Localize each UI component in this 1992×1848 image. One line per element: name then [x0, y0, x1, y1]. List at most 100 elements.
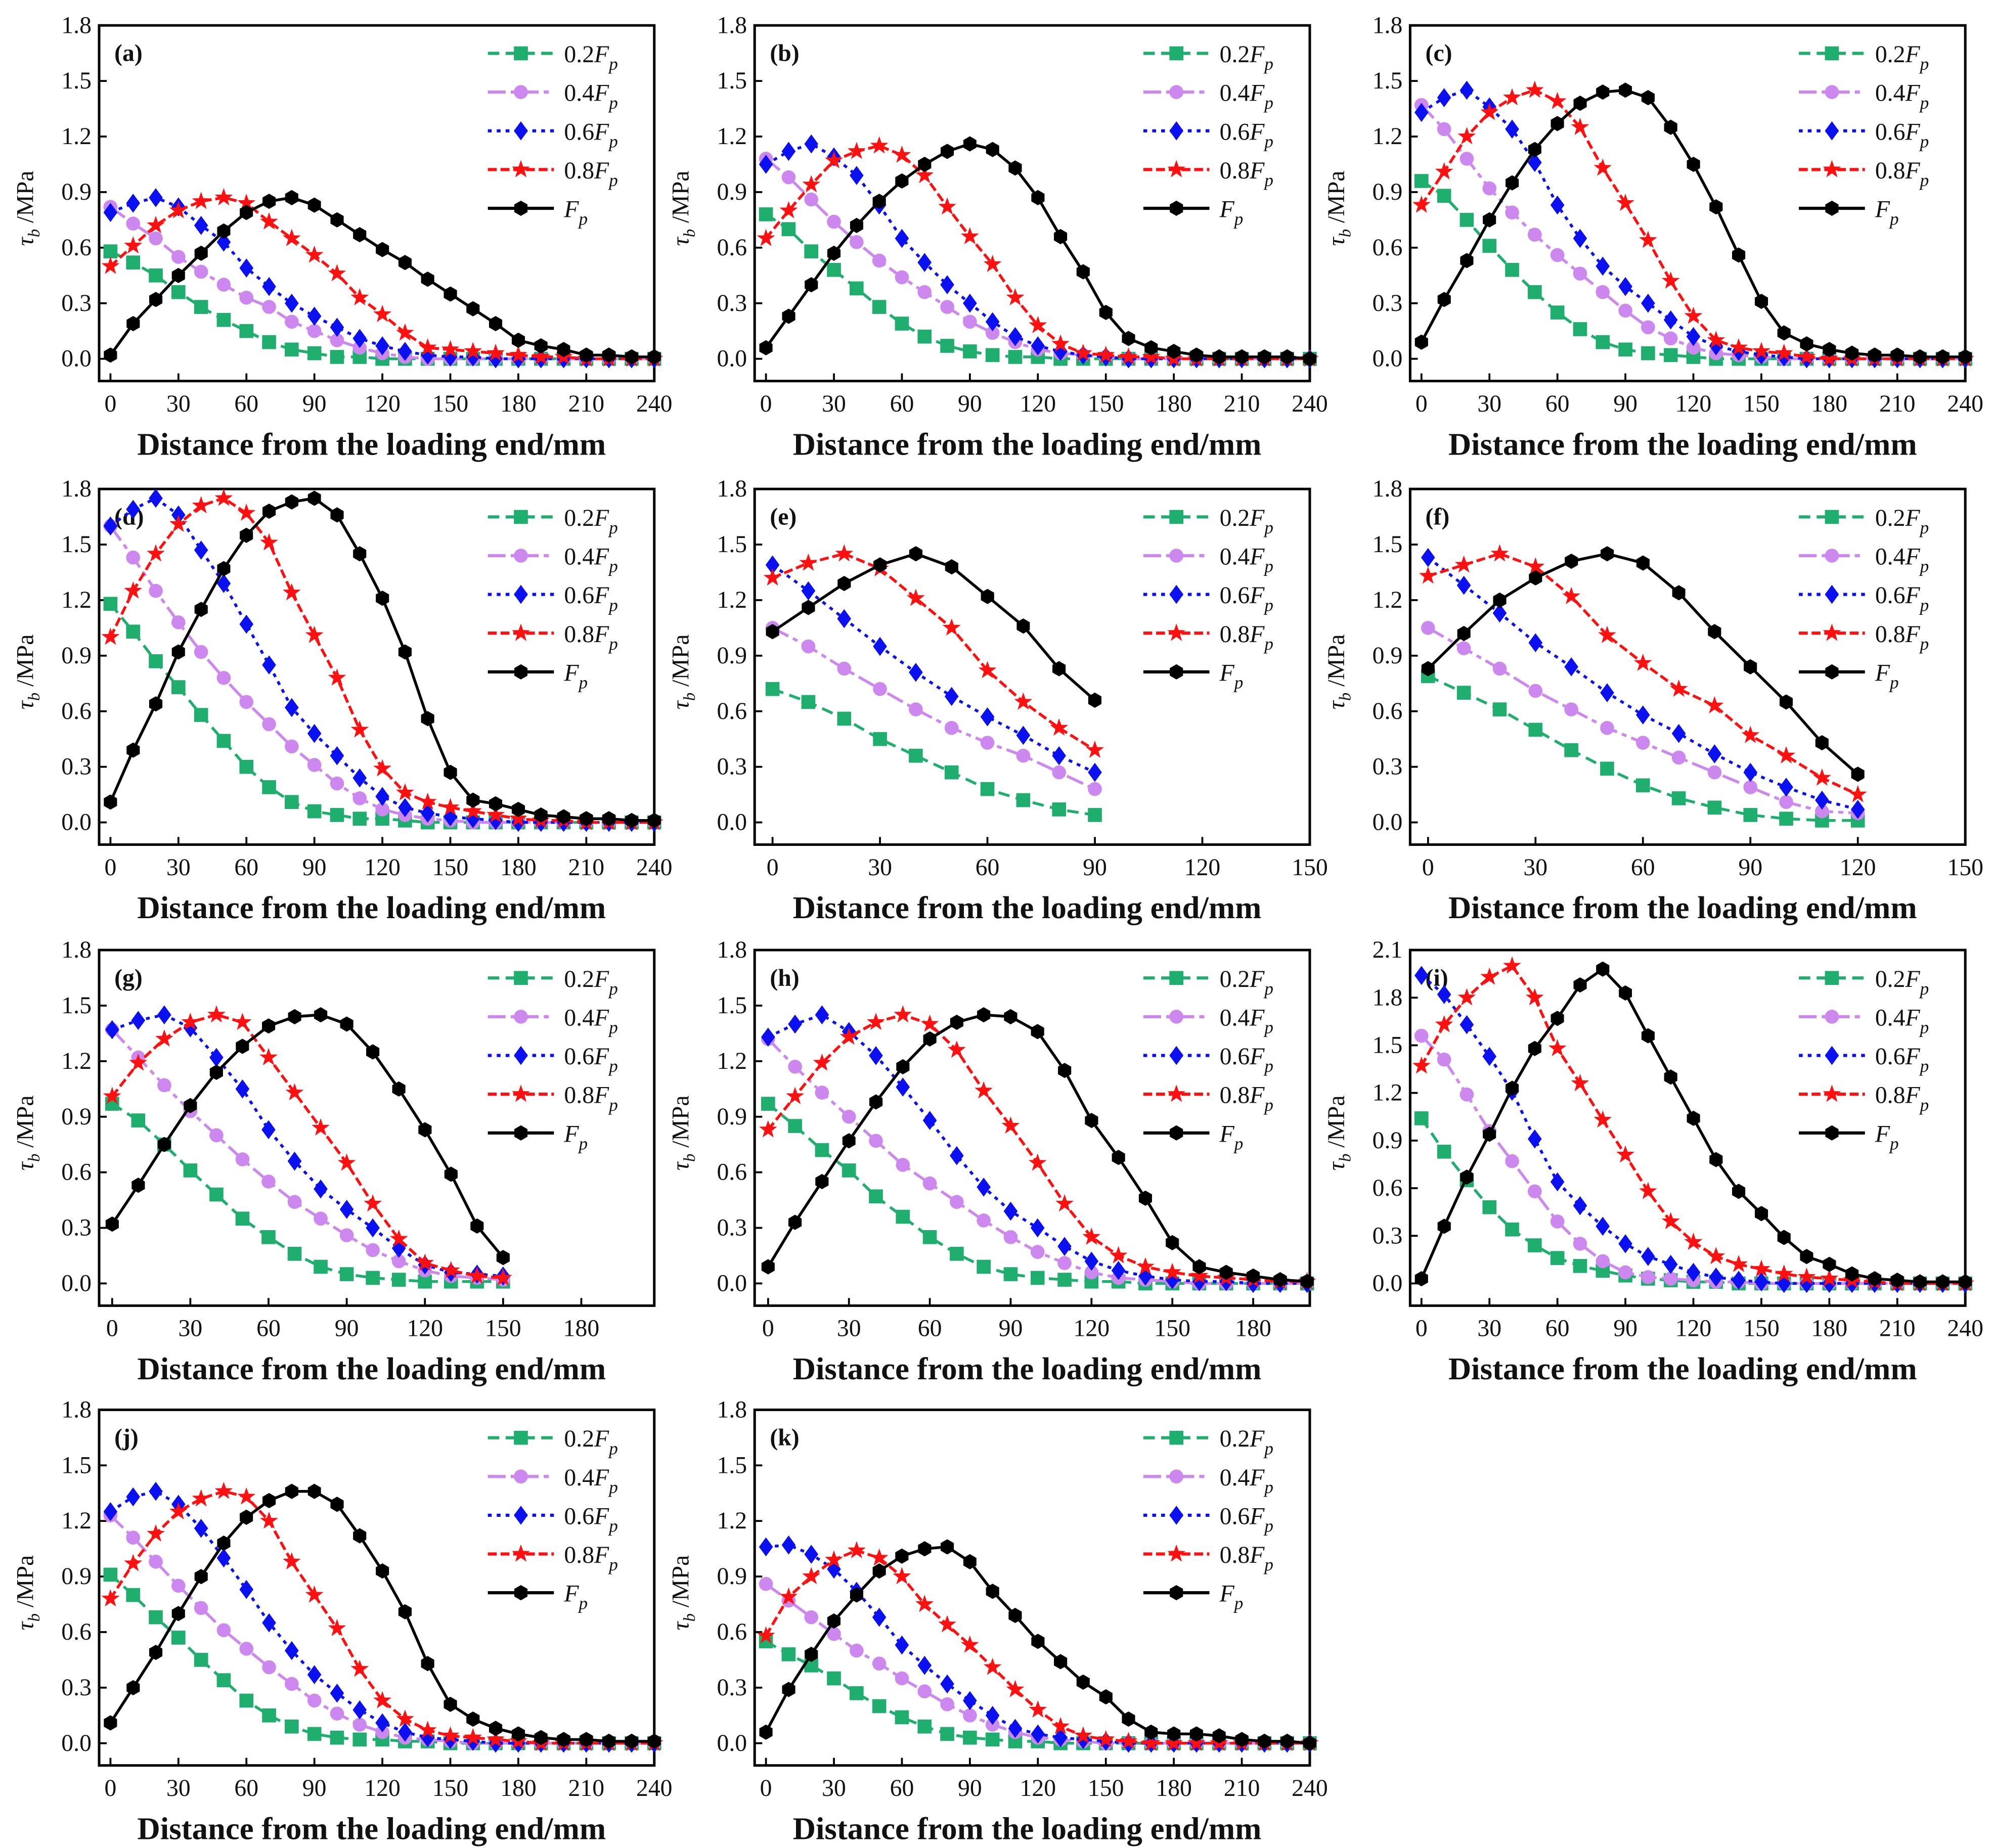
legend-label: 0.6Fp — [1220, 582, 1273, 615]
data-point — [1526, 988, 1544, 1006]
data-point — [307, 758, 322, 772]
data-point — [827, 1613, 841, 1629]
x-axis-title: Distance from the loading end/mm — [137, 890, 606, 925]
data-point — [192, 1489, 210, 1507]
data-point — [873, 732, 887, 746]
x-tick-label: 0 — [104, 854, 116, 881]
data-point — [759, 1120, 777, 1138]
legend-marker — [514, 1046, 528, 1065]
legend-coef: 0.2 — [1875, 41, 1906, 68]
legend-coef: 0.2 — [564, 505, 594, 531]
data-point — [950, 1246, 964, 1261]
legend-symbol: F — [1249, 41, 1265, 68]
legend-subscript: p — [578, 1134, 588, 1153]
data-point — [1868, 347, 1881, 363]
series-Fp — [1421, 546, 1865, 782]
y-axis-symbol: τ — [12, 1620, 38, 1630]
data-point — [1661, 1212, 1680, 1230]
plot-frame — [98, 487, 656, 846]
data-point — [850, 1643, 864, 1658]
data-point — [262, 717, 276, 732]
data-point — [104, 1715, 117, 1731]
data-point — [420, 803, 435, 823]
legend-coef: 0.8 — [1875, 157, 1906, 184]
data-point — [1663, 348, 1678, 363]
legend-marker — [1169, 121, 1184, 141]
data-point — [1635, 778, 1650, 793]
data-point — [314, 1179, 328, 1199]
legend-symbol: F — [594, 1542, 609, 1568]
y-tick-label: 0.0 — [61, 345, 92, 372]
legend-marker — [514, 46, 528, 61]
legend-marker — [1170, 1125, 1183, 1141]
data-point — [1848, 785, 1867, 802]
data-point — [260, 212, 278, 230]
x-tick-label: 60 — [1545, 390, 1570, 417]
data-point — [1600, 720, 1614, 735]
y-tick-label: 1.2 — [717, 1507, 747, 1534]
data-point — [285, 795, 299, 809]
series-Fp — [104, 490, 661, 828]
data-point — [1754, 1206, 1768, 1222]
data-point — [1412, 1056, 1431, 1074]
data-point — [192, 192, 210, 209]
x-tick-label: 30 — [179, 1315, 203, 1342]
y-tick-label: 1.2 — [61, 1048, 92, 1074]
data-point — [1743, 762, 1758, 782]
plot-frame — [98, 949, 656, 1307]
legend-symbol: F — [1905, 544, 1920, 570]
data-point — [922, 1111, 937, 1130]
data-point — [940, 144, 954, 159]
data-point — [398, 1604, 412, 1619]
data-point — [1460, 1169, 1474, 1185]
data-point — [1119, 347, 1138, 365]
legend-symbol: F — [1249, 1425, 1265, 1452]
legend-subscript: p — [1263, 1095, 1273, 1115]
legend-label: 0.4Fp — [1875, 544, 1929, 576]
data-point — [1054, 229, 1068, 245]
data-point — [1099, 304, 1113, 321]
x-tick-label: 120 — [1074, 1315, 1110, 1342]
legend-symbol: F — [1905, 80, 1920, 107]
data-point — [149, 188, 163, 207]
x-tick-label: 60 — [234, 854, 258, 881]
data-point — [1076, 264, 1090, 280]
data-point — [1845, 345, 1859, 361]
legend-label: 0.4Fp — [564, 1464, 617, 1497]
y-tick-label: 0.6 — [1373, 234, 1403, 261]
data-point — [337, 1153, 356, 1171]
data-point — [1414, 1111, 1429, 1125]
data-point — [240, 527, 253, 543]
data-point — [350, 288, 369, 305]
y-axis-unit: /MPa — [1323, 634, 1350, 692]
series-line — [772, 564, 1096, 774]
x-tick-label: 240 — [1947, 390, 1983, 417]
legend-coef: 0.4 — [564, 544, 594, 570]
legend-symbol: F — [1249, 1043, 1265, 1070]
data-point — [1016, 726, 1031, 745]
y-axis-symbol: τ — [1323, 236, 1350, 246]
legend-subscript: p — [607, 595, 618, 615]
y-axis-unit: /MPa — [12, 171, 38, 229]
data-point — [963, 1708, 977, 1723]
data-point — [373, 759, 392, 777]
data-point — [149, 292, 163, 307]
data-point — [389, 1229, 408, 1247]
data-point — [314, 1259, 328, 1274]
data-point — [938, 197, 956, 215]
legend-symbol: F — [594, 544, 609, 570]
data-point — [837, 711, 852, 726]
data-point — [237, 194, 256, 211]
data-point — [1528, 1184, 1542, 1199]
data-point — [1483, 1126, 1496, 1142]
y-tick-label: 1.5 — [61, 992, 92, 1019]
data-point — [873, 557, 887, 573]
legend-symbol: F — [563, 1581, 579, 1607]
legend-marker — [1169, 1430, 1184, 1445]
y-tick-label: 0.0 — [1373, 345, 1403, 372]
data-point — [464, 342, 482, 359]
legend-symbol: F — [594, 1004, 609, 1031]
y-tick-label: 0.6 — [717, 234, 747, 261]
